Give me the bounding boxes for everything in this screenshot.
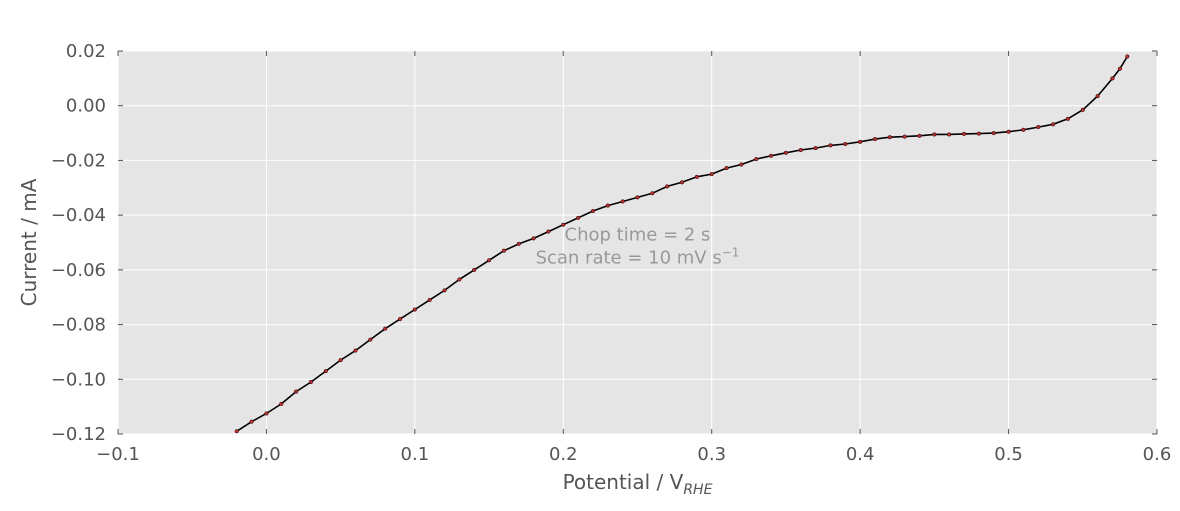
data-point — [353, 348, 358, 353]
x-tick-label: 0.6 — [1143, 444, 1172, 465]
data-point — [383, 326, 388, 331]
data-point — [858, 139, 863, 144]
data-point — [472, 267, 477, 272]
data-point — [872, 137, 878, 142]
data-point — [976, 131, 981, 136]
data-point — [917, 133, 922, 138]
tick-labels: −0.1 0.0 0.1 0.2 0.3 0.4 0.5 0.6 0.02 0.00 −0.02 −0… — [51, 41, 1171, 465]
data-point — [576, 215, 581, 220]
y-tick-label: −0.04 — [51, 205, 106, 226]
y-tick-label: −0.06 — [51, 260, 106, 281]
data-point — [887, 135, 892, 140]
data-point — [635, 195, 640, 200]
data-point — [932, 132, 937, 137]
data-point — [1036, 125, 1041, 130]
data-series — [234, 54, 1130, 434]
data-point — [605, 203, 610, 208]
y-tick-label: 0.00 — [66, 96, 106, 117]
data-point — [694, 174, 699, 179]
data-point — [1117, 66, 1122, 71]
chart-annotation: Chop time = 2 s Scan rate = 10 mV s−1 — [536, 225, 740, 269]
data-point — [620, 199, 625, 204]
data-point — [442, 288, 447, 293]
data-point — [397, 317, 403, 322]
data-point — [1080, 107, 1085, 112]
data-point — [590, 208, 596, 214]
data-point — [457, 277, 462, 282]
data-point — [1095, 94, 1100, 99]
data-point — [843, 141, 848, 147]
data-point — [650, 191, 655, 196]
data-point — [308, 379, 314, 385]
axes — [117, 50, 1158, 435]
annotation-scan-rate: Scan rate = 10 mV s−1 — [536, 246, 740, 269]
x-tick-label: 0.3 — [697, 444, 726, 465]
data-point — [724, 166, 729, 171]
data-point — [294, 389, 299, 394]
y-tick-label: −0.02 — [51, 150, 106, 171]
y-tick-label: −0.12 — [51, 424, 106, 445]
data-point — [264, 411, 269, 416]
data-point — [665, 184, 670, 189]
data-point — [947, 132, 952, 137]
y-tick-label: −0.08 — [51, 315, 106, 336]
data-point — [546, 229, 551, 234]
plot-area — [118, 51, 1157, 434]
data-point — [1051, 122, 1056, 127]
data-point — [961, 131, 967, 136]
data-point — [902, 134, 907, 139]
data-point — [754, 157, 759, 162]
data-point — [501, 248, 506, 253]
annotation-chop-time: Chop time = 2 s — [565, 225, 711, 246]
data-point — [531, 236, 536, 241]
data-point — [1006, 129, 1011, 134]
data-point — [487, 258, 492, 263]
data-point — [516, 241, 521, 246]
data-point — [561, 222, 566, 227]
data-point — [279, 401, 284, 406]
data-point — [828, 143, 833, 148]
x-tick-label: 0.1 — [401, 444, 430, 465]
data-point — [338, 358, 343, 363]
y-axis-label: Current / mA — [17, 178, 41, 306]
data-point — [798, 147, 803, 153]
data-point — [1110, 76, 1115, 81]
x-tick-label: 0.4 — [846, 444, 875, 465]
data-point — [1021, 127, 1026, 132]
grid-lines — [117, 50, 1158, 435]
data-point — [769, 153, 774, 158]
x-axis-label: Potential / VRHE — [563, 470, 713, 498]
data-point — [709, 172, 714, 177]
series-line — [236, 56, 1128, 432]
x-tick-label: 0.0 — [252, 444, 281, 465]
x-tick-label: 0.2 — [549, 444, 578, 465]
data-point — [679, 180, 685, 185]
data-point — [368, 337, 373, 342]
y-tick-label: −0.10 — [51, 369, 106, 390]
data-point — [427, 297, 432, 303]
data-point — [991, 131, 996, 136]
data-point — [1065, 116, 1070, 121]
y-tick-label: 0.02 — [66, 41, 106, 62]
data-point — [412, 307, 417, 312]
data-point — [249, 419, 254, 424]
x-tick-label: −0.1 — [96, 444, 140, 465]
data-point — [1125, 54, 1130, 59]
data-point — [813, 146, 818, 151]
data-point — [739, 162, 744, 167]
x-tick-label: 0.5 — [994, 444, 1023, 465]
data-point — [323, 369, 328, 374]
data-point — [783, 150, 788, 155]
data-point — [234, 429, 239, 434]
